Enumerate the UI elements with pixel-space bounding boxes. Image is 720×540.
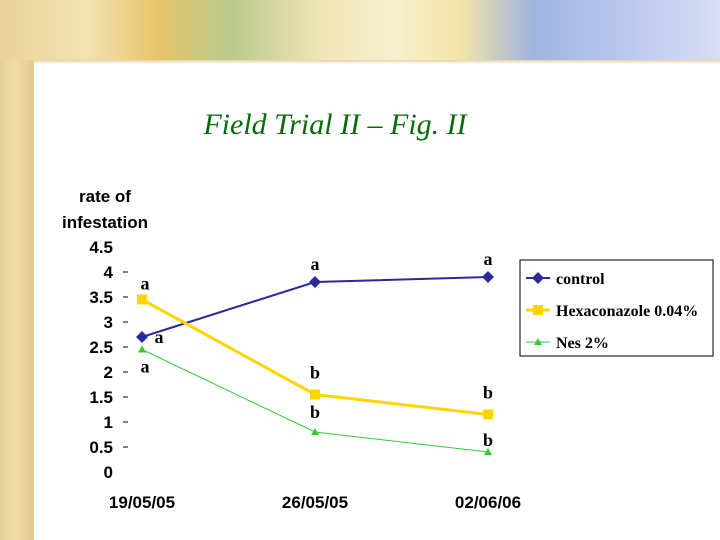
y-axis-title-line-1: rate of (79, 187, 131, 206)
y-tick-label: 3.5 (89, 288, 113, 307)
data-point-triangle (484, 448, 492, 455)
data-point-triangle (138, 345, 146, 353)
data-point-diamond (136, 331, 148, 343)
x-tick-label: 19/05/05 (109, 493, 175, 512)
legend-marker-triangle (534, 338, 542, 345)
y-tick-label: 2.5 (89, 338, 113, 357)
data-point-square (137, 294, 147, 305)
y-tick-label: 4 (104, 263, 114, 282)
significance-label: a (141, 357, 150, 377)
significance-label: b (483, 430, 493, 450)
legend: control Hexaconazole 0.04% Nes 2% (519, 259, 714, 357)
data-point-square (483, 409, 493, 420)
left-decorative-strip (0, 0, 34, 540)
significance-label: a (311, 254, 320, 274)
legend-marker-square (533, 305, 543, 315)
y-tick-label: 0.5 (89, 438, 113, 457)
y-tick-label: 3 (104, 313, 113, 332)
y-tick-label: 1 (104, 413, 113, 432)
x-tick-label: 02/06/06 (455, 493, 521, 512)
x-tick-label: 26/05/05 (282, 493, 348, 512)
page-title: Field Trial II – Fig. II (203, 108, 467, 141)
y-tick-label: 1.5 (89, 388, 113, 407)
legend-box (519, 259, 714, 357)
legend-label: Hexaconazole 0.04% (556, 303, 698, 320)
significance-label: b (310, 363, 320, 383)
significance-label: a (484, 249, 493, 269)
data-point-diamond (482, 271, 494, 283)
y-tick-label: 2 (104, 363, 113, 382)
y-tick-label: 0 (104, 463, 113, 482)
data-point-triangle (311, 428, 319, 435)
axes: 0 0.5 1 1.5 2 2.5 3 3.5 4 4.5 19/05/05 26/05/05 02/0… (89, 238, 521, 512)
legend-marker-diamond (532, 272, 544, 284)
y-axis-title: rate of infestation (62, 187, 148, 232)
series-lines (136, 271, 494, 455)
legend-label: control (556, 271, 605, 288)
y-tick-label: 4.5 (89, 238, 113, 257)
y-axis-title-line-2: infestation (62, 213, 148, 232)
significance-label: b (483, 383, 493, 403)
decorative-banner (0, 0, 720, 60)
data-point-square (310, 389, 320, 400)
significance-label: b (310, 402, 320, 422)
legend-label: Nes 2% (556, 335, 609, 352)
data-point-diamond (309, 276, 321, 288)
significance-label: a (155, 327, 164, 347)
significance-label: a (141, 274, 150, 294)
banner-shadow (34, 60, 720, 64)
